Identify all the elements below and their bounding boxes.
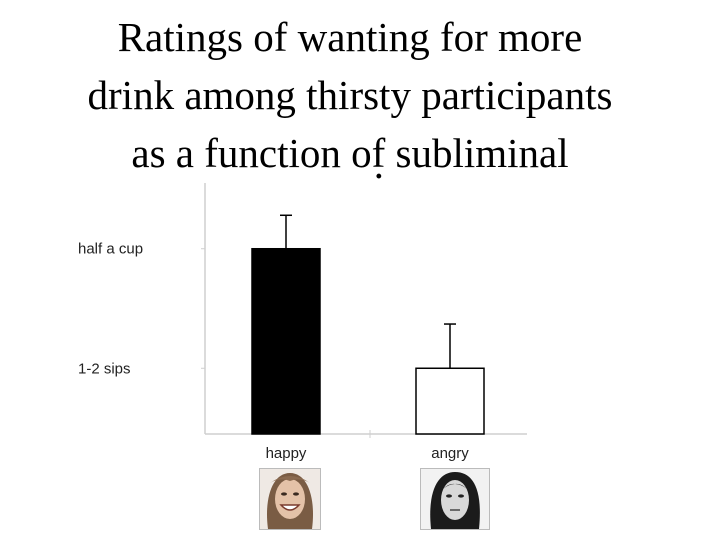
y-tick-label: half a cup (78, 241, 143, 258)
bar-angry (415, 367, 485, 435)
y-ticks: 1-2 sips half a cup (78, 241, 205, 377)
happy-face-image (259, 468, 321, 530)
x-tick-labels: happy angry (266, 445, 470, 462)
angry-face-image (420, 468, 490, 530)
bars (251, 214, 485, 435)
x-tick-label-angry: angry (431, 445, 469, 462)
bar-happy (251, 247, 321, 435)
x-tick-label-happy: happy (266, 445, 307, 462)
title-cutoff-fragment: · (372, 166, 386, 184)
chart-title: Ratings of wanting for more drink among … (87, 14, 613, 173)
y-tick-label: 1-2 sips (78, 360, 131, 377)
